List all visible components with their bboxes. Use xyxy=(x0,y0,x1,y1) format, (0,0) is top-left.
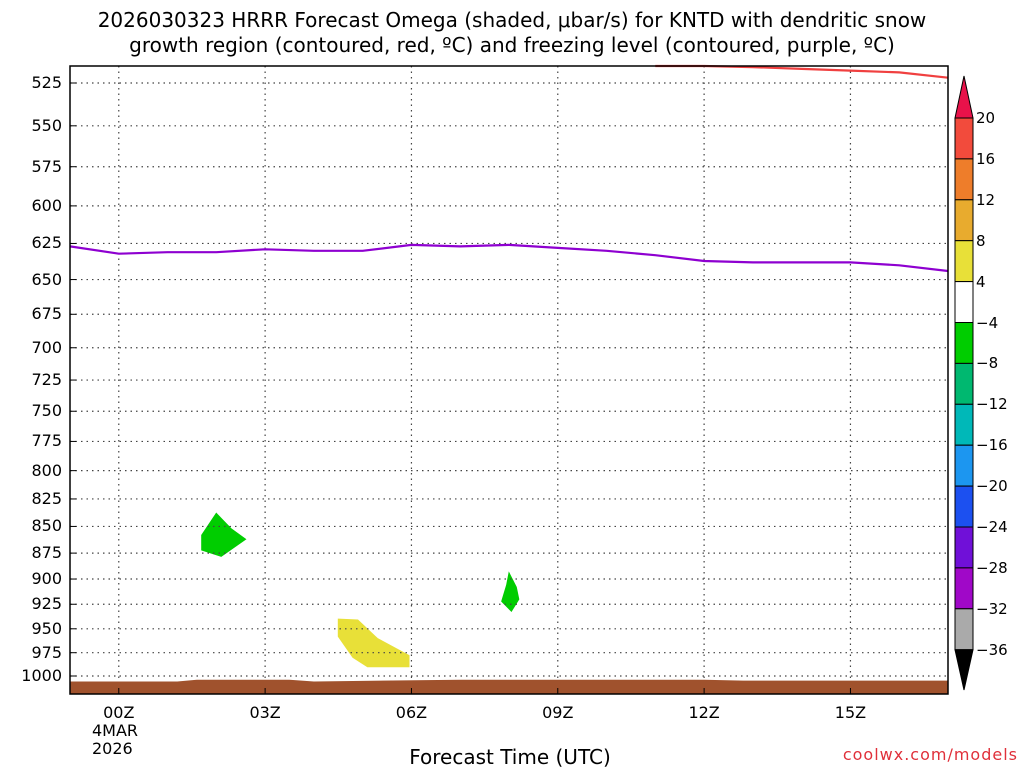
colorbar-label--32: −32 xyxy=(976,599,1008,618)
y-tick-label-600: 600 xyxy=(31,195,62,215)
colorbar-swatch-1 xyxy=(954,117,974,160)
chart-title-line-2: growth region (contoured, red, ºC) and f… xyxy=(129,33,895,57)
colorbar-label--24: −24 xyxy=(976,518,1008,536)
colorbar-swatch-6 xyxy=(954,322,974,364)
y-tick-label-575: 575 xyxy=(31,156,62,176)
x-tick-label-09Z: 09Z xyxy=(542,703,574,722)
colorbar-swatch-7 xyxy=(954,362,974,405)
colorbar-label-8: 8 xyxy=(976,231,986,250)
x-tick-label-00Z: 00Z xyxy=(103,703,135,722)
colorbar-label-4: 4 xyxy=(976,272,986,291)
y-tick-label-725: 725 xyxy=(31,370,62,390)
colorbar-label-16: 16 xyxy=(976,149,996,168)
y-tick-label-775: 775 xyxy=(31,431,62,451)
colorbar-label--20: −20 xyxy=(976,477,1008,496)
y-tick-label-675: 675 xyxy=(31,304,62,324)
colorbar-label--16: −16 xyxy=(976,436,1008,455)
colorbar-swatch-4 xyxy=(954,240,974,283)
y-tick-label-525: 525 xyxy=(31,73,62,92)
y-tick-label-900: 900 xyxy=(31,569,62,589)
colorbar-lower-triangle xyxy=(954,649,974,691)
y-tick-label-825: 825 xyxy=(31,488,62,508)
x-tick-label-15Z: 15Z xyxy=(834,703,867,722)
colorbar-swatch-11 xyxy=(954,526,974,569)
x-axis-label: Forecast Time (UTC) xyxy=(409,745,611,769)
omega-shaded-region-3 xyxy=(337,618,410,668)
colorbar-label--8: −8 xyxy=(976,354,999,373)
plot-frame xyxy=(69,65,949,695)
y-tick-label-850: 850 xyxy=(31,516,62,536)
contour-line-1 xyxy=(69,243,949,273)
y-tick-label-625: 625 xyxy=(31,233,62,253)
y-tick-label-950: 950 xyxy=(31,618,62,638)
omega-shaded-region-2 xyxy=(501,571,520,613)
colorbar-swatch-5 xyxy=(954,281,974,324)
terrain-band xyxy=(70,679,948,694)
colorbar-label-12: 12 xyxy=(976,190,996,209)
chart-title-line-1: 2026030323 HRRR Forecast Omega (shaded, … xyxy=(97,8,927,32)
y-tick-label-650: 650 xyxy=(31,269,62,289)
y-tick-label-550: 550 xyxy=(31,115,62,135)
y-tick-label-875: 875 xyxy=(31,543,62,563)
x-tick-label-06Z: 06Z xyxy=(395,703,428,722)
colorbar-label--28: −28 xyxy=(976,558,1008,577)
contour-line-2 xyxy=(655,64,949,79)
y-tick-label-750: 750 xyxy=(31,401,62,421)
y-tick-label-800: 800 xyxy=(31,460,62,480)
omega-shaded-region-1 xyxy=(201,512,247,557)
colorbar-label--4: −4 xyxy=(976,313,999,332)
y-tick-label-925: 925 xyxy=(31,594,62,614)
colorbar-swatch-9 xyxy=(954,444,974,487)
colorbar-label-20: 20 xyxy=(976,109,996,127)
colorbar-swatch-2 xyxy=(954,158,974,201)
colorbar-label--36: −36 xyxy=(976,640,1008,659)
y-tick-label-1000: 1000 xyxy=(21,666,62,685)
colorbar-swatch-12 xyxy=(954,567,974,610)
y-tick-label-975: 975 xyxy=(31,642,62,662)
colorbar-swatch-3 xyxy=(954,199,974,242)
y-tick-label-700: 700 xyxy=(31,337,62,357)
date-label-year: 2026 xyxy=(92,739,133,758)
colorbar-upper-triangle xyxy=(954,75,974,119)
colorbar-swatch-10 xyxy=(954,485,974,528)
x-tick-label-12Z: 12Z xyxy=(688,703,720,722)
credit-link[interactable]: coolwx.com/models xyxy=(842,745,1018,764)
date-label-day: 4MAR xyxy=(92,721,139,740)
colorbar-swatch-8 xyxy=(954,403,974,446)
colorbar-label--12: −12 xyxy=(976,395,1008,414)
x-tick-label-03Z: 03Z xyxy=(249,703,281,722)
colorbar-swatch-13 xyxy=(954,608,974,651)
